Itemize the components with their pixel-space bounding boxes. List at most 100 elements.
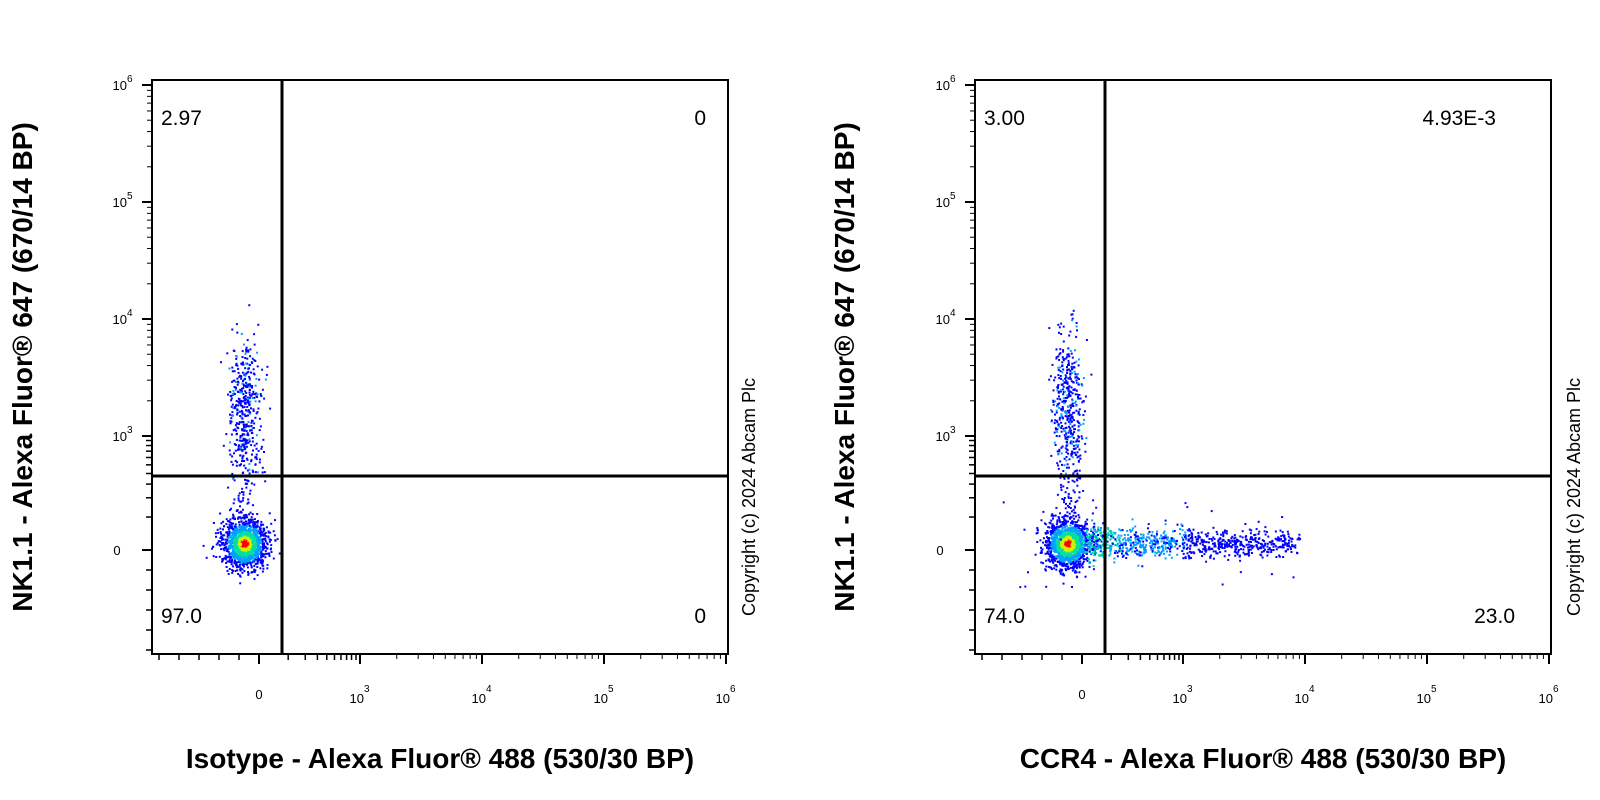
event-dot bbox=[1234, 554, 1237, 557]
event-dot bbox=[1270, 543, 1273, 546]
event-dot bbox=[1070, 352, 1073, 355]
event-dot bbox=[1086, 529, 1088, 532]
event-dot bbox=[1116, 551, 1119, 554]
event-dot bbox=[244, 357, 247, 359]
event-dot bbox=[1078, 563, 1081, 565]
event-dot bbox=[1055, 348, 1058, 351]
event-dot bbox=[1267, 551, 1270, 554]
event-dot bbox=[1239, 543, 1242, 546]
event-dot bbox=[1092, 540, 1095, 543]
event-dot bbox=[244, 520, 247, 523]
x-tick-label: 105 bbox=[594, 684, 614, 706]
event-dot bbox=[248, 378, 251, 381]
event-dot bbox=[1047, 543, 1050, 546]
event-dot bbox=[256, 551, 259, 554]
event-dot bbox=[241, 411, 244, 414]
event-dot bbox=[249, 348, 252, 351]
event-dot bbox=[230, 563, 233, 566]
event-dot bbox=[1219, 545, 1222, 548]
event-dot bbox=[1264, 543, 1267, 546]
event-dot bbox=[1256, 546, 1259, 549]
event-dot bbox=[1100, 540, 1103, 543]
event-dot bbox=[1062, 393, 1065, 396]
event-dot bbox=[1203, 545, 1206, 547]
event-dot bbox=[221, 538, 223, 541]
event-dot bbox=[1081, 547, 1084, 550]
event-dot bbox=[244, 423, 247, 426]
event-dot bbox=[278, 552, 281, 555]
event-dot bbox=[1067, 431, 1070, 434]
event-dot bbox=[246, 432, 249, 435]
event-dot bbox=[1288, 539, 1290, 542]
event-dot bbox=[1080, 546, 1083, 549]
event-dot bbox=[258, 547, 261, 549]
event-dot bbox=[1044, 540, 1047, 542]
event-dot bbox=[1052, 533, 1055, 536]
event-dot bbox=[1092, 568, 1095, 571]
event-dot bbox=[250, 361, 253, 364]
event-dot bbox=[1187, 529, 1190, 532]
event-dot bbox=[1266, 554, 1269, 557]
event-dot bbox=[1090, 552, 1092, 555]
event-dot bbox=[1223, 529, 1226, 532]
event-dot bbox=[1113, 561, 1116, 564]
event-dot bbox=[1077, 543, 1080, 546]
event-dot bbox=[256, 554, 259, 557]
event-dot bbox=[1254, 533, 1257, 536]
event-dot bbox=[1101, 554, 1104, 557]
event-dot bbox=[1134, 544, 1137, 547]
event-dot bbox=[251, 537, 253, 540]
event-dot bbox=[228, 449, 231, 452]
event-dot bbox=[1078, 413, 1081, 416]
event-dot bbox=[1066, 557, 1069, 560]
event-dot bbox=[245, 451, 248, 454]
event-dot bbox=[238, 516, 240, 519]
event-dot bbox=[1290, 551, 1293, 553]
event-dot bbox=[1046, 530, 1049, 533]
event-dot bbox=[1132, 541, 1135, 544]
event-dot bbox=[1061, 527, 1064, 530]
event-dot bbox=[248, 538, 251, 541]
event-dot bbox=[243, 559, 246, 562]
event-dot bbox=[1210, 547, 1213, 550]
event-dot bbox=[1129, 544, 1132, 547]
x-tick-exponent: 6 bbox=[1553, 684, 1559, 695]
event-dot bbox=[239, 436, 242, 439]
x-tick-base: 10 bbox=[1295, 691, 1309, 706]
event-dot bbox=[228, 544, 231, 547]
event-dot bbox=[1084, 520, 1087, 523]
event-dot bbox=[1084, 523, 1087, 526]
event-dot bbox=[1063, 457, 1066, 460]
event-dot bbox=[245, 430, 248, 432]
event-dot bbox=[1066, 419, 1069, 422]
event-dot bbox=[248, 403, 251, 406]
event-dot bbox=[1055, 526, 1058, 529]
event-dot bbox=[1078, 448, 1081, 451]
event-dot bbox=[237, 371, 240, 374]
event-dot bbox=[235, 323, 238, 326]
event-dot bbox=[250, 566, 253, 569]
event-dot bbox=[1064, 472, 1067, 475]
event-dot bbox=[1063, 522, 1066, 525]
y-axis-title: NK1.1 - Alexa Fluor® 647 (670/14 BP) bbox=[829, 122, 860, 612]
event-dot bbox=[1076, 382, 1079, 385]
event-dot bbox=[265, 552, 267, 555]
event-dot bbox=[1071, 317, 1074, 320]
event-dot bbox=[244, 533, 247, 536]
event-dot bbox=[1072, 463, 1075, 466]
event-dot bbox=[1055, 411, 1058, 414]
event-dot bbox=[255, 434, 258, 437]
event-dot bbox=[1066, 396, 1068, 399]
event-dot bbox=[1231, 539, 1234, 542]
event-dot bbox=[1053, 564, 1056, 567]
event-dot bbox=[1248, 549, 1250, 551]
event-dot bbox=[1056, 556, 1059, 559]
event-dot bbox=[1058, 533, 1061, 536]
event-dot bbox=[235, 545, 238, 548]
event-dot bbox=[240, 399, 242, 402]
event-dot bbox=[1132, 527, 1134, 530]
event-dot bbox=[1073, 534, 1076, 537]
event-dot bbox=[1251, 547, 1254, 549]
event-dot bbox=[1224, 545, 1226, 548]
event-dot bbox=[1067, 534, 1070, 537]
